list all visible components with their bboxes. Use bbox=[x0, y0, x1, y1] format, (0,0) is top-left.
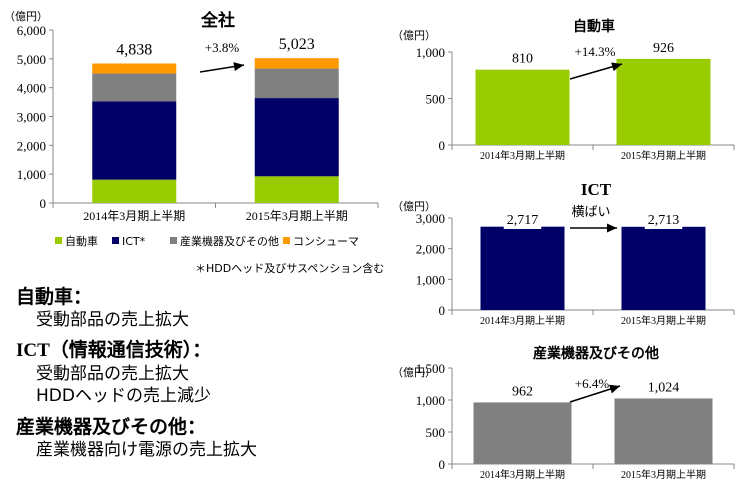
chart-ict-title: ICT bbox=[581, 180, 612, 199]
chart-industrial-bar bbox=[473, 402, 572, 464]
note-industrial-line: 産業機器向け電源の売上拡大 bbox=[36, 440, 257, 460]
chart-total-bar-segment bbox=[254, 98, 339, 177]
chart-auto-bar bbox=[475, 69, 570, 145]
footnote: ＊HDDヘッド及びサスペンション含む bbox=[195, 261, 384, 275]
chart-auto-ytick-label: 1,000 bbox=[416, 45, 445, 60]
chart-ict-value-label-bg bbox=[503, 212, 542, 229]
note-ict-line-2: HDDヘッドの売上減少 bbox=[36, 386, 211, 406]
legend-swatch bbox=[283, 237, 290, 244]
chart-ict-ytick-label: 2,000 bbox=[416, 242, 445, 257]
chart-total-growth-label: +3.8% bbox=[205, 40, 240, 55]
chart-ict-bar bbox=[480, 226, 565, 310]
chart-total-ytick-label: 1,000 bbox=[17, 167, 46, 182]
chart-total-title: 全社 bbox=[200, 10, 235, 31]
chart-industrial-growth-label: +6.4% bbox=[575, 376, 610, 391]
chart-ict-unit: （億円） bbox=[392, 200, 436, 213]
chart-industrial-title: 産業機器及びその他 bbox=[533, 345, 659, 362]
legend-label: 産業機器及びその他 bbox=[180, 234, 279, 248]
legend-label: ICT* bbox=[122, 235, 146, 248]
chart-total-bar-segment bbox=[92, 101, 177, 180]
chart-total-ytick-label: 3,000 bbox=[17, 110, 46, 125]
legend-swatch bbox=[170, 237, 177, 244]
chart-industrial-growth-arrow-head bbox=[609, 384, 620, 394]
chart-industrial-bar bbox=[614, 398, 713, 464]
chart-ict-value-label: 2,717 bbox=[507, 213, 539, 228]
chart-ict-bar bbox=[621, 226, 706, 310]
chart-industrial-ytick-label: 1,500 bbox=[416, 361, 445, 376]
chart-auto-unit: （億円） bbox=[392, 29, 436, 42]
legend-label: 自動車 bbox=[65, 234, 98, 248]
chart-auto-growth-label: +14.3% bbox=[575, 44, 616, 59]
chart-total-bar-segment bbox=[92, 179, 177, 203]
chart-total-category-label: 2015年3月期上半期 bbox=[246, 209, 348, 223]
chart-auto-category-label: 2014年3月期上半期 bbox=[480, 149, 565, 162]
chart-total-ytick-label: 0 bbox=[40, 196, 47, 211]
chart-total-growth-arrow-head bbox=[233, 62, 244, 72]
note-auto-line: 受動部品の売上拡大 bbox=[36, 310, 189, 330]
chart-auto-ytick-label: 0 bbox=[439, 138, 446, 153]
chart-industrial-ytick-label: 0 bbox=[439, 457, 446, 472]
chart-industrial-value-label: 1,024 bbox=[648, 380, 680, 395]
chart-total-bar-segment bbox=[254, 68, 339, 99]
chart-total-bar-segment bbox=[254, 176, 339, 203]
note-ict-line-1: 受動部品の売上拡大 bbox=[36, 364, 189, 384]
segment-notes: 自動車： 受動部品の売上拡大 ICT（情報通信技術）： 受動部品の売上拡大 HD… bbox=[16, 285, 396, 461]
chart-total-total-label: 4,838 bbox=[116, 42, 152, 59]
chart-industrial-ytick-label: 500 bbox=[426, 425, 446, 440]
chart-ict-value-label: 2,713 bbox=[648, 213, 680, 228]
chart-ict-value-label-bg bbox=[644, 212, 683, 229]
legend-swatch bbox=[112, 237, 119, 244]
chart-total-category-label: 2014年3月期上半期 bbox=[83, 209, 185, 223]
chart-total-ytick-label: 2,000 bbox=[17, 138, 46, 153]
chart-ict-category-label: 2014年3月期上半期 bbox=[480, 314, 565, 327]
chart-industrial-ytick-label: 1,000 bbox=[416, 393, 445, 408]
chart-total-ytick-label: 4,000 bbox=[17, 81, 46, 96]
chart-ict-ytick-label: 3,000 bbox=[416, 211, 445, 226]
chart-industrial-category-label: 2015年3月期上半期 bbox=[621, 468, 706, 481]
chart-auto-growth-arrow-head bbox=[611, 62, 622, 72]
legend-swatch bbox=[55, 237, 62, 244]
chart-auto-bar bbox=[616, 58, 711, 145]
chart-ict-growth-arrow-head bbox=[607, 223, 617, 233]
chart-ict-growth-label: 横ばい bbox=[571, 205, 610, 220]
chart-total-total-label: 5,023 bbox=[279, 36, 315, 53]
chart-total-bar-segment bbox=[254, 58, 339, 69]
chart-ict-category-label: 2015年3月期上半期 bbox=[621, 314, 706, 327]
chart-total-bar-segment bbox=[92, 63, 177, 74]
chart-total-ytick-label: 5,000 bbox=[17, 52, 46, 67]
chart-auto-value-label: 926 bbox=[653, 41, 674, 56]
chart-industrial-unit: （億円） bbox=[392, 366, 436, 379]
chart-auto-category-label: 2015年3月期上半期 bbox=[621, 149, 706, 162]
chart-auto-ytick-label: 500 bbox=[426, 92, 446, 107]
chart-total-ytick-label: 6,000 bbox=[17, 23, 46, 38]
legend-label: コンシューマ bbox=[293, 235, 359, 248]
chart-ict-ytick-label: 1,000 bbox=[416, 272, 445, 287]
chart-auto-title: 自動車 bbox=[573, 18, 615, 35]
chart-total-bar-segment bbox=[92, 73, 177, 102]
chart-total-unit: （億円） bbox=[4, 10, 48, 23]
note-ict-heading: ICT（情報通信技術）： bbox=[16, 340, 212, 361]
chart-ict-ytick-label: 0 bbox=[439, 303, 446, 318]
note-industrial-heading: 産業機器及びその他： bbox=[16, 416, 207, 438]
chart-auto-value-label: 810 bbox=[512, 52, 533, 67]
chart-industrial-value-label: 962 bbox=[512, 384, 533, 399]
note-auto-heading: 自動車： bbox=[16, 286, 93, 308]
chart-industrial-category-label: 2014年3月期上半期 bbox=[480, 468, 565, 481]
